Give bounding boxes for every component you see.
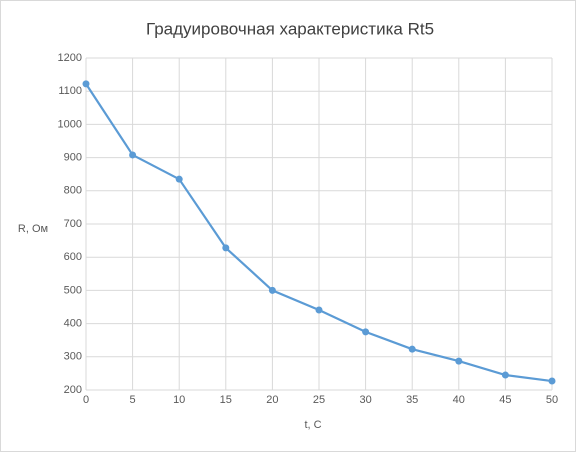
x-tick-label: 25 [313, 394, 325, 406]
y-tick-label: 1000 [58, 118, 82, 130]
x-tick-label: 40 [453, 394, 465, 406]
y-tick-label: 200 [64, 384, 82, 396]
y-tick-label: 900 [64, 152, 82, 164]
x-axis-label: t, C [304, 419, 321, 431]
data-point [129, 151, 137, 159]
x-tick-label: 10 [173, 394, 185, 406]
y-tick-label: 1200 [58, 52, 82, 64]
y-tick-label: 400 [64, 318, 82, 330]
data-point [222, 244, 230, 252]
data-point [455, 357, 463, 365]
data-point [82, 80, 90, 88]
x-tick-label: 5 [130, 394, 136, 406]
data-point [501, 371, 509, 379]
chart-title: Градуировочная характеристика Rt5 [146, 19, 434, 38]
data-point [362, 328, 370, 336]
data-point [408, 345, 416, 353]
x-tick-label: 35 [406, 394, 418, 406]
x-tick-label: 15 [220, 394, 232, 406]
data-point [268, 286, 276, 294]
y-axis-label: R, Ом [18, 223, 48, 235]
data-point [315, 306, 323, 314]
y-tick-label: 500 [64, 284, 82, 296]
y-tick-label: 600 [64, 251, 82, 263]
y-tick-label: 800 [64, 185, 82, 197]
y-tick-label: 300 [64, 351, 82, 363]
x-tick-label: 30 [359, 394, 371, 406]
x-tick-label: 45 [499, 394, 511, 406]
x-tick-label: 0 [83, 394, 89, 406]
y-tick-label: 700 [64, 218, 82, 230]
x-tick-label: 20 [266, 394, 278, 406]
x-tick-label: 50 [546, 394, 558, 406]
y-tick-label: 1100 [58, 85, 82, 97]
data-point [175, 175, 183, 183]
data-point [548, 377, 556, 385]
